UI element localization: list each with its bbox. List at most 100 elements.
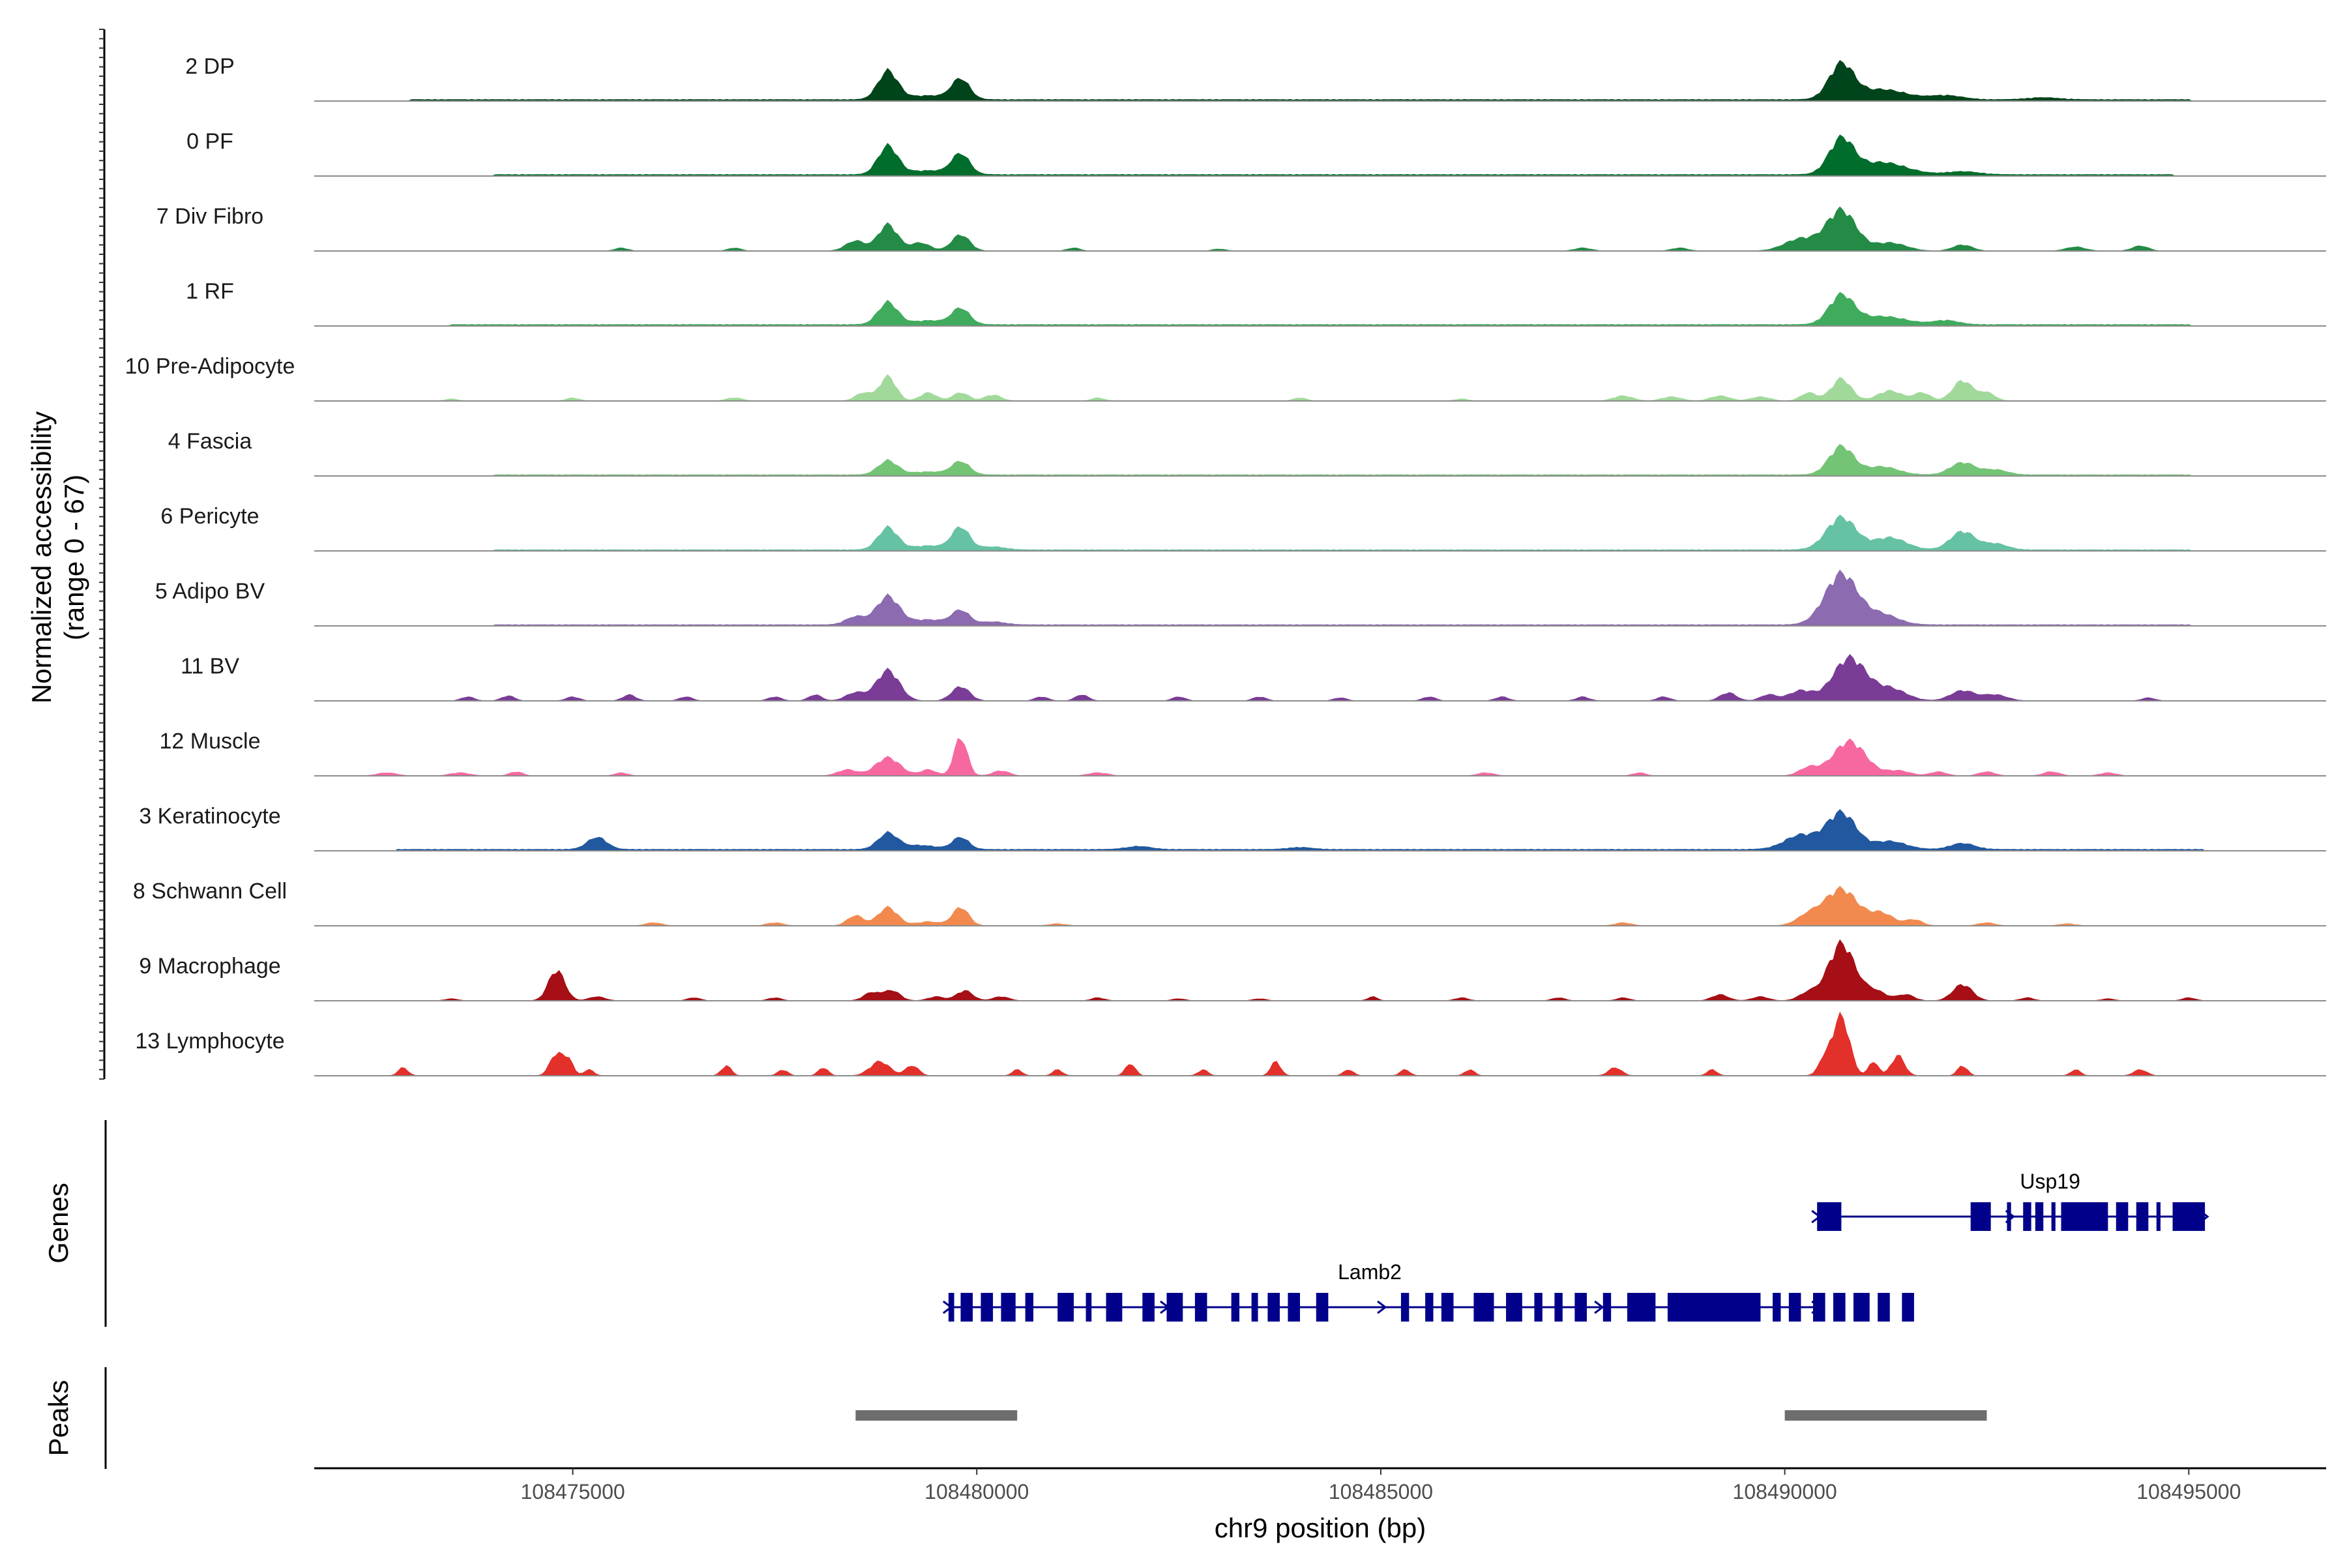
coverage-area <box>314 374 2326 402</box>
track-3: 1 RF <box>186 279 2326 327</box>
exon <box>1788 1293 1801 1322</box>
exon <box>960 1293 973 1322</box>
exon <box>1817 1202 1842 1231</box>
coverage-area <box>314 1011 2326 1076</box>
track-label: 9 Macrophage <box>139 954 280 979</box>
track-1: 0 PF <box>186 129 2326 177</box>
gene-label: Lamb2 <box>1338 1260 1402 1284</box>
coverage-area <box>314 808 2326 851</box>
exon <box>1602 1293 1612 1322</box>
track-label: 8 Schwann Cell <box>133 879 287 904</box>
coverage-area <box>314 291 2326 327</box>
exon <box>1878 1293 1890 1322</box>
track-label: 12 Muscle <box>160 729 261 754</box>
exon <box>2035 1202 2044 1231</box>
x-axis: 108475000 108480000 108485000 108490000 1084… <box>314 1467 2326 1503</box>
exon <box>1231 1293 1240 1322</box>
coverage-area <box>314 59 2326 102</box>
exon <box>1251 1293 1258 1322</box>
x-tick-label: 108480000 <box>924 1480 1029 1503</box>
exon <box>1425 1293 1434 1322</box>
exon <box>1473 1293 1494 1322</box>
track-label: 3 Keratinocyte <box>139 804 280 829</box>
exon <box>1813 1293 1825 1322</box>
exon <box>1142 1293 1155 1322</box>
exon <box>1025 1293 1034 1322</box>
peak-region <box>1784 1410 1987 1421</box>
exon <box>1853 1293 1870 1322</box>
track-label: 4 Fascia <box>168 429 252 454</box>
track-5: 4 Fascia <box>168 429 2326 477</box>
genes-panel: Usp19 Lamb2 <box>943 1170 2209 1322</box>
peaks-panel <box>855 1410 1987 1421</box>
left-axis <box>99 29 106 1080</box>
track-4: 10 Pre-Adipocyte <box>125 354 2326 402</box>
x-tick-label: 108485000 <box>1329 1480 1433 1503</box>
exon <box>1085 1293 1092 1322</box>
exon <box>1667 1293 1761 1322</box>
y-axis-title: Normalized accessibility <box>26 411 57 703</box>
exon <box>1400 1293 1410 1322</box>
gene-label: Usp19 <box>2020 1170 2080 1193</box>
y-axis-range: (range 0 - 67) <box>59 475 89 640</box>
track-label: 11 BV <box>181 654 239 679</box>
exon <box>2156 1202 2161 1231</box>
exon <box>1267 1293 1280 1322</box>
exon <box>2023 1202 2031 1231</box>
track-13: 13 Lymphocyte <box>135 1011 2326 1076</box>
exon <box>1194 1293 1207 1322</box>
track-label: 1 RF <box>186 279 234 304</box>
coverage-area <box>314 206 2326 252</box>
track-label: 2 DP <box>185 54 235 79</box>
track-label: 7 Div Fibro <box>156 204 263 229</box>
genes-panel-label: Genes <box>43 1183 74 1264</box>
exon <box>1534 1293 1543 1322</box>
exon <box>981 1293 994 1322</box>
exon <box>2051 1202 2056 1231</box>
coverage-area <box>314 134 2326 177</box>
x-tick-label: 108495000 <box>2136 1480 2241 1503</box>
exon <box>1057 1293 1074 1322</box>
exon <box>1316 1293 1329 1322</box>
exon <box>2136 1202 2149 1231</box>
exon <box>2007 1202 2011 1231</box>
track-7: 5 Adipo BV <box>155 569 2326 627</box>
coverage-area <box>314 654 2326 702</box>
track-label: 0 PF <box>186 129 233 154</box>
exon <box>1554 1293 1563 1322</box>
track-9: 12 Muscle <box>160 729 2326 777</box>
strand-arrow <box>1377 1300 1387 1314</box>
exon <box>1106 1293 1123 1322</box>
exon <box>1902 1293 1914 1322</box>
track-0: 2 DP <box>185 54 2326 102</box>
track-11: 8 Schwann Cell <box>133 879 2326 926</box>
coverage-tracks: 2 DP 0 PF 7 Div Fibro 1 RF 10 Pre-Adipocyte 4… <box>125 54 2326 1076</box>
x-tick-label: 108490000 <box>1733 1480 1837 1503</box>
exon <box>1288 1293 1301 1322</box>
gene-usp19: Usp19 <box>1811 1170 2209 1231</box>
exon <box>1166 1293 1183 1322</box>
exon <box>1833 1293 1846 1322</box>
track-label: 5 Adipo BV <box>155 579 265 604</box>
track-label: 6 Pericyte <box>160 504 259 529</box>
coverage-area <box>314 885 2326 926</box>
exon <box>1001 1293 1016 1322</box>
exon <box>1574 1293 1587 1322</box>
exon <box>2172 1202 2206 1231</box>
exon <box>948 1293 954 1322</box>
coverage-area <box>314 737 2326 777</box>
track-8: 11 BV <box>181 654 2326 702</box>
exon <box>1627 1293 1656 1322</box>
coverage-area <box>314 443 2326 477</box>
gene-lamb2: Lamb2 <box>943 1260 1914 1322</box>
exon <box>2061 1202 2108 1231</box>
coverage-area <box>314 939 2326 1001</box>
coverage-area <box>314 569 2326 627</box>
track-label: 10 Pre-Adipocyte <box>125 354 295 379</box>
x-axis-title: chr9 position (bp) <box>1215 1513 1426 1543</box>
track-10: 3 Keratinocyte <box>139 804 2326 851</box>
x-tick-label: 108475000 <box>521 1480 625 1503</box>
exon <box>1773 1293 1781 1322</box>
